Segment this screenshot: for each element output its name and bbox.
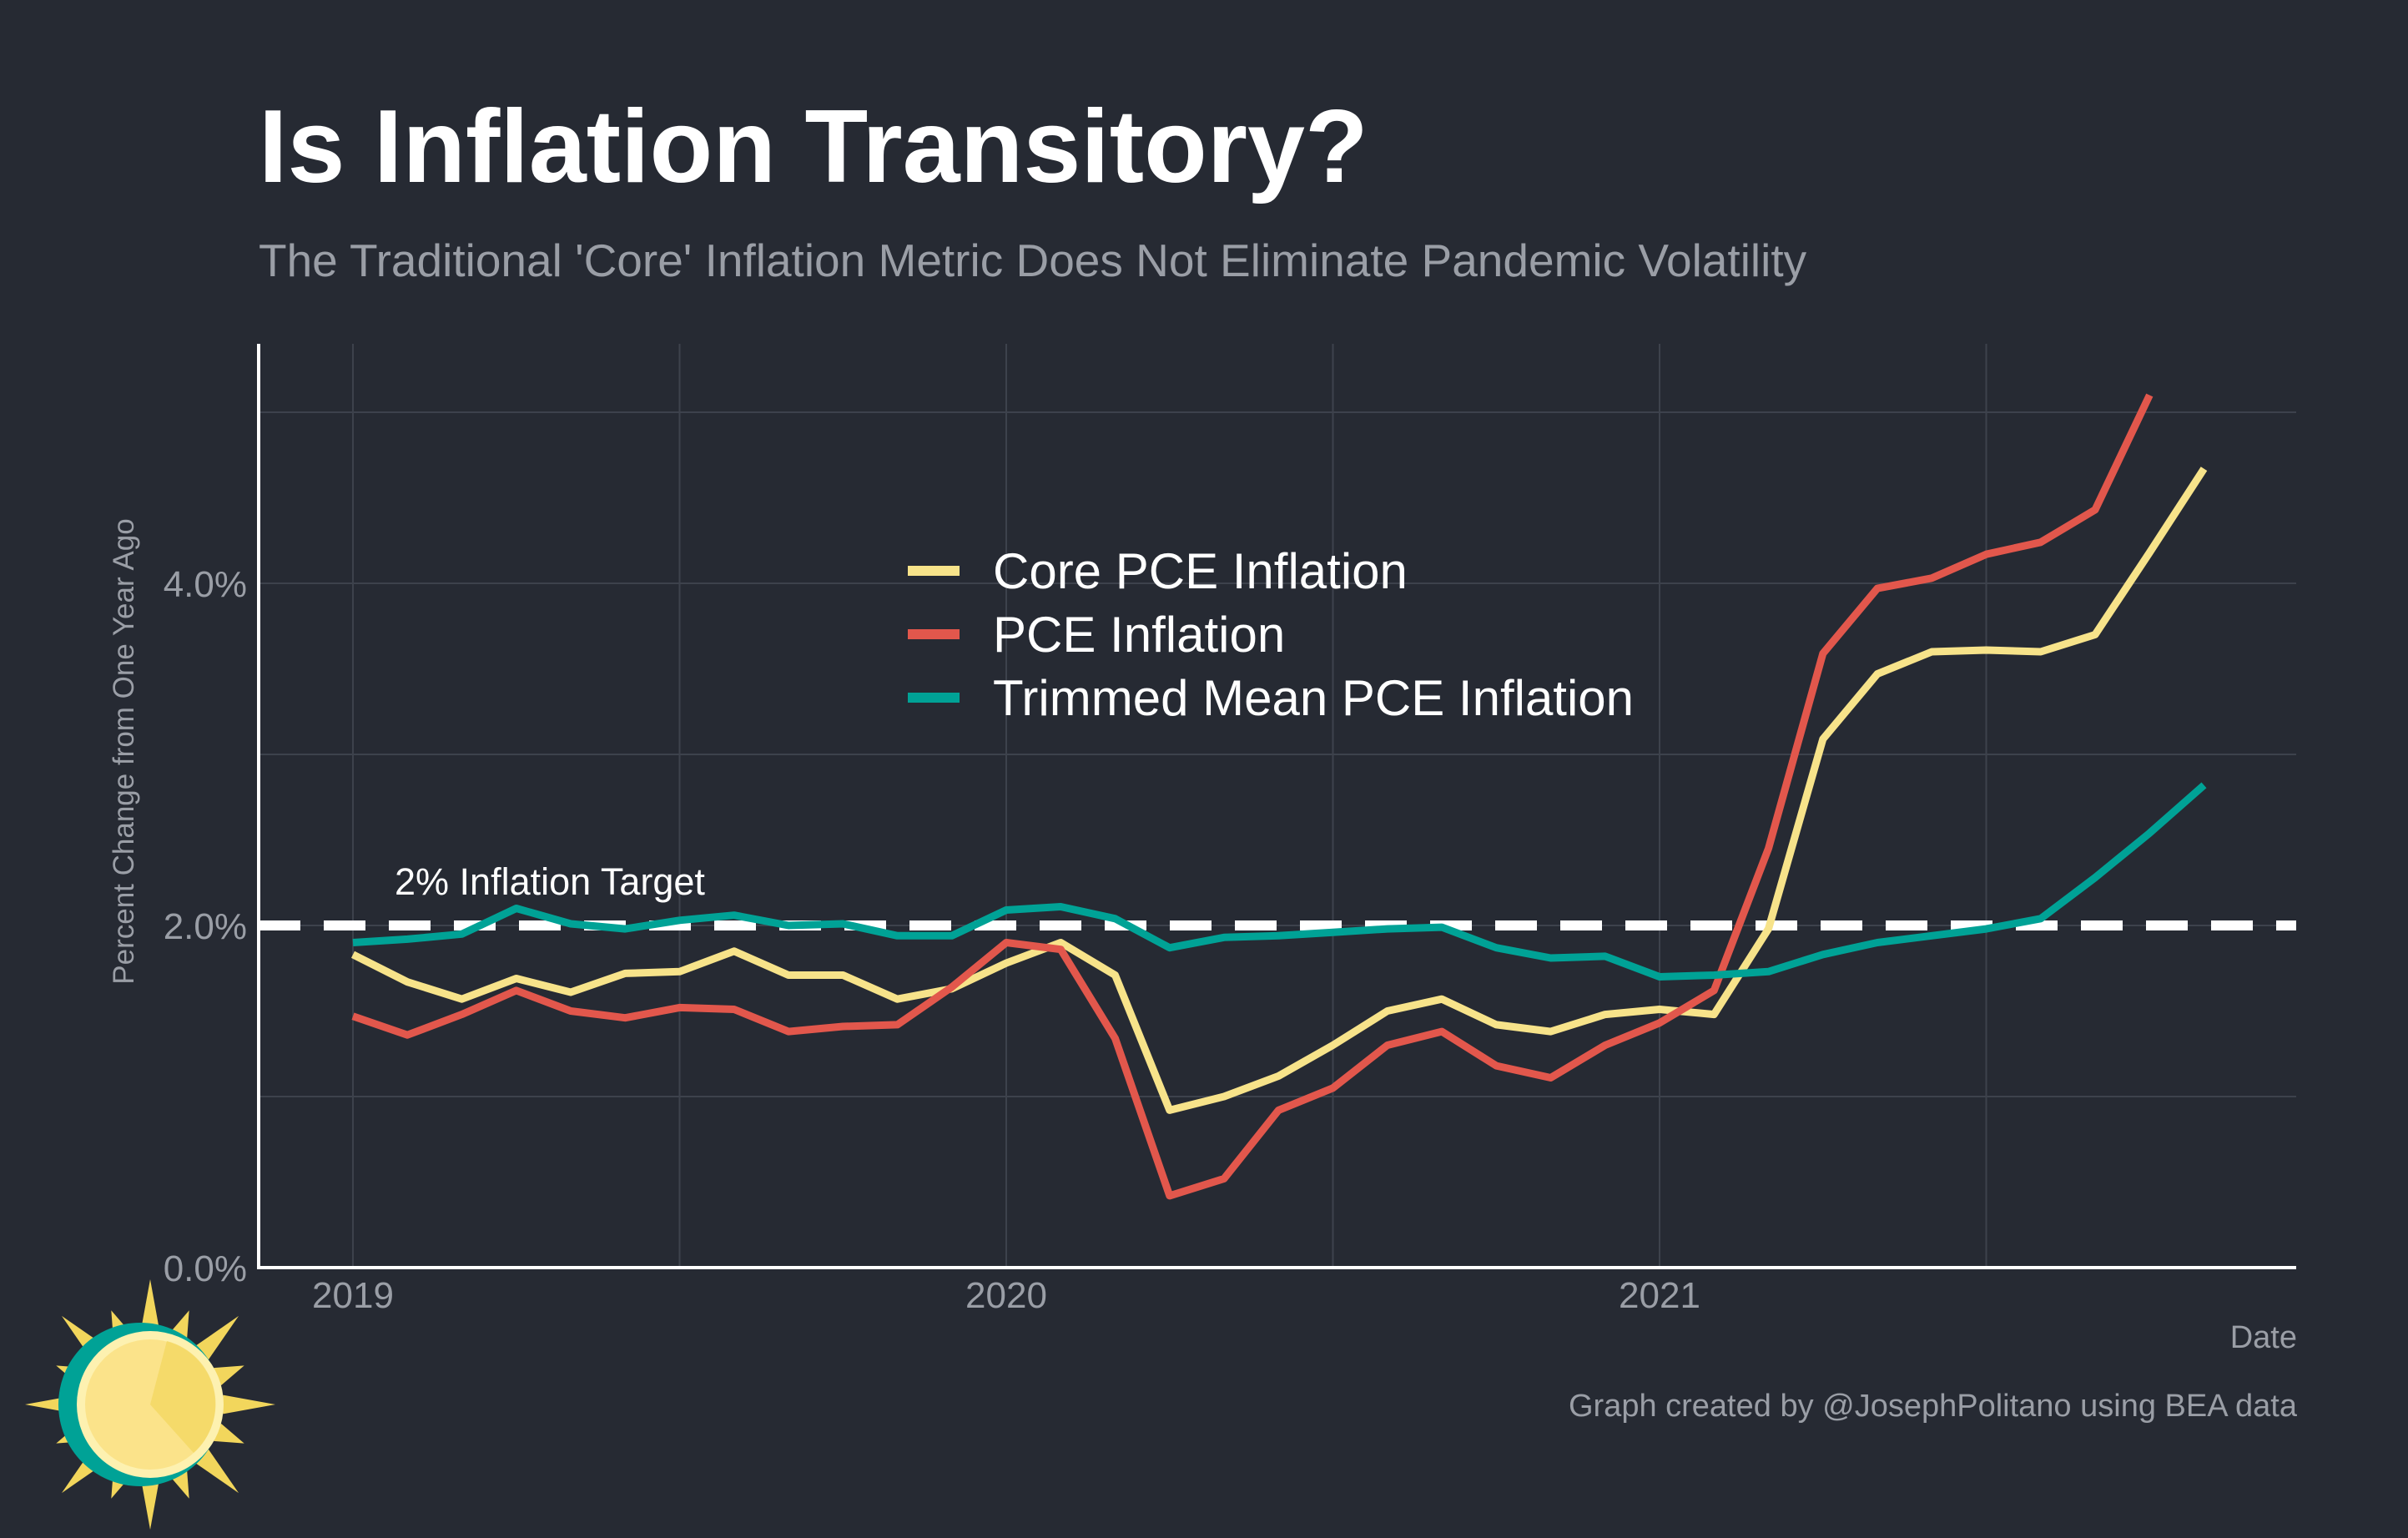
- y-tick-label: 2.0%: [164, 906, 247, 947]
- y-tick-label: 4.0%: [164, 564, 247, 605]
- sun-ray: [214, 1365, 244, 1386]
- grid-layer: [259, 344, 2296, 1268]
- legend-label: Trimmed Mean PCE Inflation: [993, 670, 1634, 726]
- sun-logo: [25, 1279, 275, 1530]
- x-tick-label: 2021: [1619, 1275, 1700, 1316]
- legend-label: PCE Inflation: [993, 607, 1285, 663]
- x-axis-label: Date: [2229, 1320, 2297, 1355]
- y-axis-label: Percent Change from One Year Ago: [108, 518, 140, 984]
- chart-title: Is Inflation Transitory?: [259, 89, 1368, 204]
- sun-ray: [194, 1449, 239, 1494]
- series-line-1: [350, 466, 2208, 1114]
- x-tick-label: 2020: [965, 1275, 1047, 1316]
- sun-ray: [140, 1477, 160, 1530]
- sun-ray: [214, 1423, 244, 1444]
- caption: Graph created by @JosephPolitano using B…: [1568, 1389, 2297, 1424]
- legend-label: Core PCE Inflation: [993, 543, 1408, 599]
- series-layer: [350, 393, 2208, 1200]
- chart-subtitle: The Traditional 'Core' Inflation Metric …: [259, 234, 1807, 286]
- series-line-3: [352, 782, 2207, 981]
- sun-ray: [194, 1315, 239, 1360]
- sun-ray: [223, 1394, 275, 1414]
- axis-layer: 0.0% 2.0% 4.0% 2019 2020 2021 Percent Change f…: [108, 344, 2296, 1316]
- series-line-2: [351, 393, 2154, 1200]
- legend: Core PCE Inflation PCE Inflation Trimmed M…: [908, 543, 1634, 726]
- reference-line-label: 2% Inflation Target: [395, 860, 705, 903]
- y-tick-label: 0.0%: [164, 1248, 247, 1289]
- x-tick-label: 2019: [312, 1275, 394, 1316]
- sun-shade: [150, 1341, 216, 1453]
- sun-ray: [140, 1279, 160, 1332]
- reference-layer: 2% Inflation Target: [259, 860, 2296, 930]
